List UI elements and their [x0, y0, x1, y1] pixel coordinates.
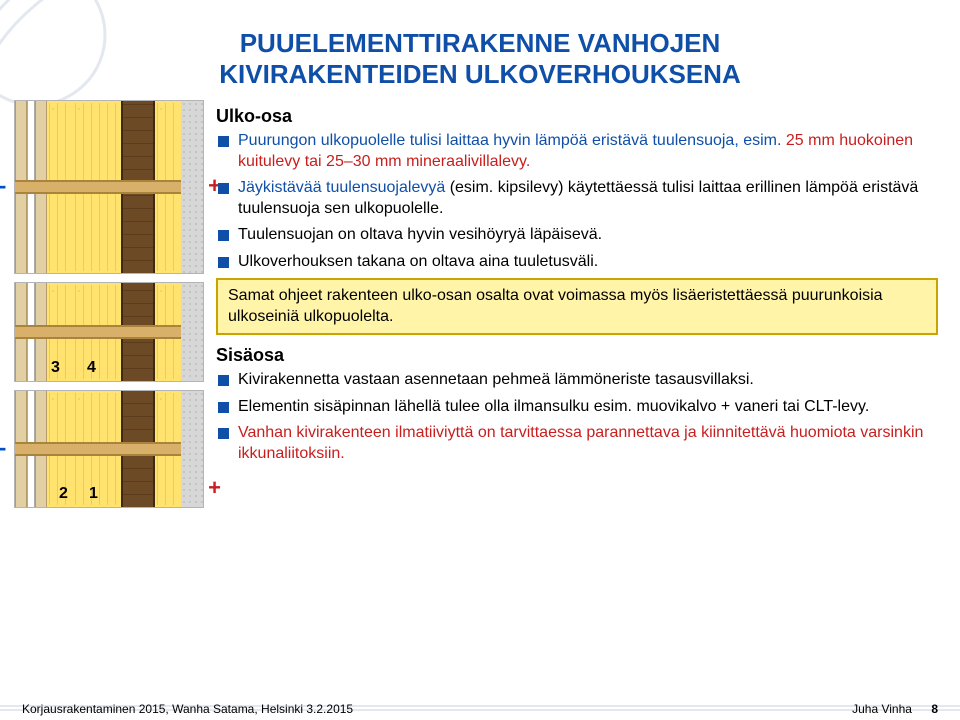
- outer-note-box: Samat ohjeet rakenteen ulko-osan osalta …: [216, 278, 938, 335]
- text-column: Ulko-osa Puurungon ulkopuolelle tulisi l…: [216, 100, 938, 508]
- inner-bullet-2: Elementin sisäpinnan lähellä tulee olla …: [216, 397, 938, 417]
- inner-heading: Sisäosa: [216, 345, 938, 366]
- inner-bullet-3: Vanhan kivirakenteen ilmatiiviyttä on ta…: [216, 423, 938, 464]
- inner-bullet-1: Kivirakennetta vastaan asennetaan pehmeä…: [216, 370, 938, 390]
- outer-bullet-2: Jäykistävää tuulensuojalevyä (esim. kips…: [216, 178, 938, 219]
- sign-minus: -: [0, 173, 6, 199]
- outer-bullet-4: Ulkoverhouksen takana on oltava aina tuu…: [216, 252, 938, 272]
- diagram-middle: 3 4: [14, 282, 204, 382]
- label-4: 4: [87, 359, 96, 377]
- outer-heading: Ulko-osa: [216, 106, 938, 127]
- sign-plus-2: +: [208, 475, 221, 501]
- inner-list: Kivirakennetta vastaan asennetaan pehmeä…: [216, 370, 938, 464]
- slide-footer: Korjausrakentaminen 2015, Wanha Satama, …: [0, 702, 960, 716]
- diagram-top: - +: [14, 100, 204, 274]
- title-line-1: PUUELEMENTTIRAKENNE VANHOJEN: [240, 28, 721, 58]
- outer-bullet-3: Tuulensuojan on oltava hyvin vesihöyryä …: [216, 225, 938, 245]
- page-number: 8: [931, 702, 938, 716]
- diagrams-column: - + 3 4: [14, 100, 204, 508]
- label-3: 3: [51, 359, 60, 377]
- sign-minus-2: -: [0, 435, 6, 461]
- label-2: 2: [59, 485, 68, 503]
- diagram-bottom: 1 2 - +: [14, 390, 204, 508]
- slide-title: PUUELEMENTTIRAKENNE VANHOJEN KIVIRAKENTE…: [0, 0, 960, 100]
- footer-author: Juha Vinha: [852, 702, 912, 716]
- label-1: 1: [89, 485, 98, 503]
- title-line-2: KIVIRAKENTEIDEN ULKOVERHOUKSENA: [219, 59, 741, 89]
- outer-list: Puurungon ulkopuolelle tulisi laittaa hy…: [216, 131, 938, 272]
- footer-left: Korjausrakentaminen 2015, Wanha Satama, …: [22, 702, 353, 716]
- outer-bullet-1: Puurungon ulkopuolelle tulisi laittaa hy…: [216, 131, 938, 172]
